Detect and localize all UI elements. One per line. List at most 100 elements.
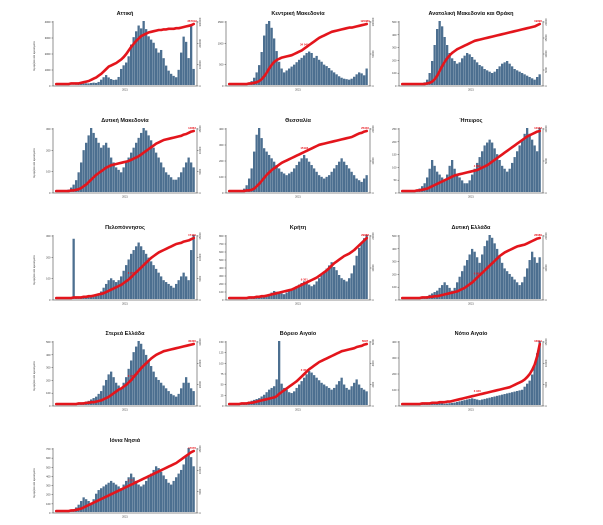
bar [265,151,268,192]
bar [335,384,338,405]
bar [320,275,323,299]
left-tick-label: 400 [219,127,224,131]
panel-title: Πελοπόννησος [105,225,145,231]
bar [506,393,509,405]
left-tick-label: 0 [49,84,51,88]
bar [478,65,481,85]
bar [318,175,321,192]
bar [305,53,308,85]
bar [278,61,281,85]
bar [528,380,531,405]
bar [466,260,469,299]
right-tick-label: 0 [544,299,548,301]
bar [192,167,195,192]
bar [270,387,273,405]
bar [190,24,193,85]
bar [293,64,296,85]
bar [358,247,361,299]
bar [345,281,348,299]
bar [320,382,323,405]
right-tick-label: 15000 [198,445,202,453]
panel-12: Νότιο Αιγαίο 0 100 200 300 400 0 5000 10000 15000… [392,331,548,412]
bar [348,168,351,192]
bar [112,162,115,192]
bar [348,278,351,299]
bar [172,179,175,192]
bar [112,482,115,512]
bar [456,63,459,85]
bar [315,281,318,299]
bar [295,286,298,299]
panel-title: Ανατολική Μακεδονία και Θράκη [428,11,514,17]
left-tick-label: 75 [221,372,224,376]
bar [313,57,316,85]
bar [142,349,145,405]
bar [531,374,534,405]
bar [328,265,331,299]
bar [260,138,263,192]
bar [295,165,298,192]
bar [92,295,95,299]
bar [110,371,113,405]
bar [160,276,163,299]
left-tick-label: 500 [392,234,397,238]
bar [142,484,145,512]
bar [90,128,93,192]
bar [478,157,481,192]
bar [285,389,288,405]
right-tick-label: 0 [198,85,202,87]
panel-title: Δυτική Ελλάδα [452,225,492,231]
bar [493,396,496,405]
bar [511,392,514,405]
bar [278,341,281,405]
bar [82,83,85,85]
bar [466,183,469,192]
bar [506,171,509,192]
bar [343,161,346,192]
bar [275,291,278,299]
bar [137,25,140,85]
left-tick-label: 200 [46,378,51,382]
bar [353,175,356,192]
bar [423,183,426,192]
bar [182,382,185,405]
right-tick-label: 20000 [371,125,375,133]
bar [165,479,168,512]
bar [528,77,531,85]
bar [441,285,444,299]
y-axis-label: Ημερήσια νέα κρούσματα [32,468,36,498]
bar [538,257,541,299]
bar [105,484,108,512]
bar [162,167,165,192]
left-tick-label: 0 [395,298,397,302]
bar [501,63,504,85]
bar [533,79,536,85]
bar [275,379,278,405]
bar [255,72,258,85]
bar [268,21,271,85]
y-axis-label: Ημερήσια νέα κρούσματα [32,255,36,285]
bar [496,248,499,299]
bar [147,135,150,192]
bar [355,74,358,85]
bar [513,69,516,85]
bar [175,283,178,299]
bar [303,154,306,192]
bar [330,70,333,85]
bar [298,384,301,405]
bar [536,262,539,299]
bar [157,272,160,299]
bar [175,477,178,512]
bar [167,70,170,85]
bar [518,390,521,405]
bar [135,142,138,192]
mid-value-label: 3 751 [128,479,135,483]
right-tick-label: 2000 [371,381,375,387]
bar [263,35,266,85]
bar [441,26,444,85]
bar [538,341,541,405]
bar [75,180,78,192]
left-tick-label: 200 [392,140,397,144]
bar [170,73,173,85]
